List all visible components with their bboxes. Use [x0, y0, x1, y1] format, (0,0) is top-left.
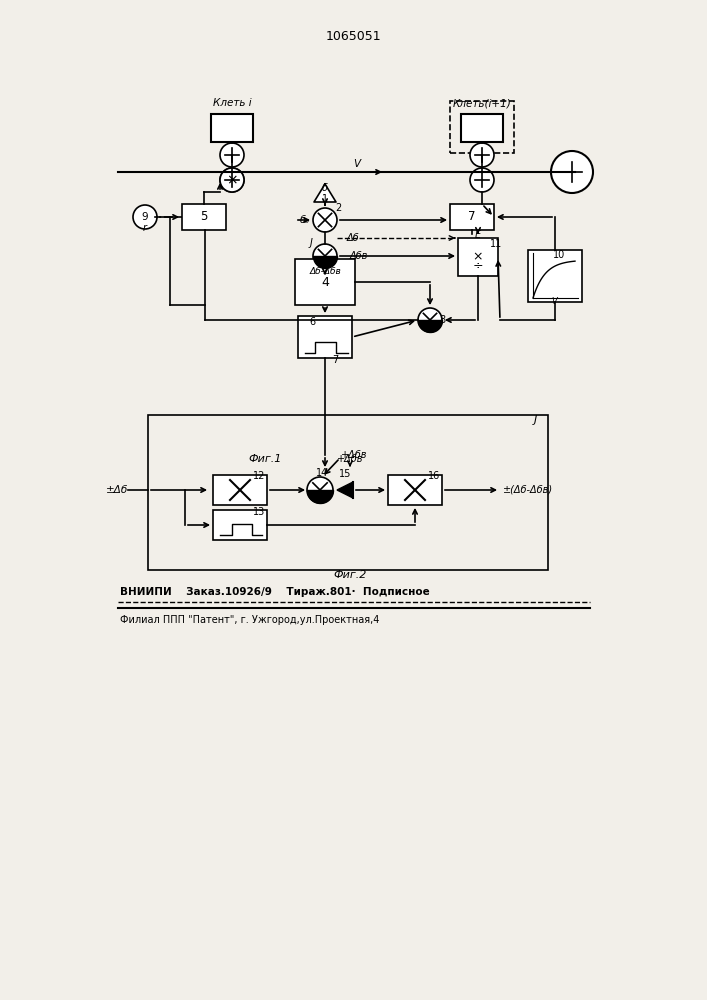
Bar	[388, 475, 442, 505]
Text: 14: 14	[316, 468, 328, 478]
Text: 8: 8	[439, 315, 445, 325]
Text: 1065051: 1065051	[325, 30, 381, 43]
Text: 15: 15	[339, 469, 351, 479]
Text: 16: 16	[428, 471, 440, 481]
Text: J: J	[310, 238, 312, 248]
Text: E: E	[475, 230, 481, 240]
Text: б: б	[322, 183, 328, 193]
Circle shape	[313, 208, 337, 232]
Text: V: V	[551, 296, 557, 306]
Text: Фиг.1: Фиг.1	[248, 454, 281, 464]
Text: 9: 9	[141, 212, 148, 222]
Text: 5: 5	[200, 211, 208, 224]
Circle shape	[307, 477, 333, 503]
Bar	[213, 510, 267, 540]
Text: Фиг.2: Фиг.2	[333, 570, 367, 580]
Text: V: V	[354, 159, 361, 169]
Circle shape	[313, 244, 337, 268]
Circle shape	[418, 308, 442, 332]
Text: r: r	[143, 223, 147, 233]
Circle shape	[470, 143, 494, 167]
Circle shape	[551, 151, 593, 193]
Text: Δб-Δбв: Δб-Δбв	[309, 267, 341, 276]
Text: ВНИИПИ    Заказ.10926/9    Тираж.801·  Подписное: ВНИИПИ Заказ.10926/9 Тираж.801· Подписно…	[120, 587, 430, 597]
Text: +Δбв: +Δбв	[341, 450, 367, 460]
Text: 4: 4	[321, 275, 329, 288]
Text: 12: 12	[253, 471, 265, 481]
Bar	[450, 204, 494, 230]
Text: Клеть i: Клеть i	[213, 98, 251, 108]
Bar	[528, 250, 582, 302]
Bar	[182, 204, 226, 230]
Text: ÷: ÷	[473, 259, 484, 272]
Text: 1: 1	[322, 194, 328, 204]
Text: Клеть(i+1): Клеть(i+1)	[452, 98, 511, 108]
Text: 10: 10	[553, 250, 565, 260]
Text: 7: 7	[332, 355, 338, 365]
Text: ×: ×	[473, 250, 484, 263]
Text: 13: 13	[253, 507, 265, 517]
Text: Филиал ППП "Патент", г. Ужгород,ул.Проектная,4: Филиал ППП "Патент", г. Ужгород,ул.Проек…	[120, 615, 380, 625]
Text: б₀: б₀	[300, 215, 310, 225]
Polygon shape	[337, 482, 353, 498]
Text: ±Δб: ±Δб	[106, 485, 128, 495]
Bar	[148, 415, 548, 570]
Text: 7: 7	[468, 211, 476, 224]
Text: ±(Δб-Δбв): ±(Δб-Δбв)	[503, 485, 553, 495]
Text: J: J	[533, 415, 537, 425]
Text: Δб: Δб	[347, 233, 360, 243]
Bar	[213, 475, 267, 505]
Text: 2: 2	[335, 203, 341, 213]
Bar	[298, 316, 352, 358]
Bar	[295, 259, 355, 305]
Text: Δбв: Δбв	[350, 251, 368, 261]
Bar	[458, 238, 498, 276]
Circle shape	[220, 168, 244, 192]
Bar	[450, 101, 514, 153]
Text: +Δбв: +Δбв	[337, 454, 363, 464]
Text: 11: 11	[490, 239, 502, 249]
Bar	[461, 114, 503, 142]
Text: 6: 6	[309, 317, 315, 327]
Circle shape	[220, 143, 244, 167]
Text: ×: ×	[226, 173, 238, 187]
Polygon shape	[314, 184, 336, 202]
Circle shape	[470, 168, 494, 192]
Circle shape	[220, 168, 244, 192]
Circle shape	[133, 205, 157, 229]
Bar	[211, 114, 253, 142]
